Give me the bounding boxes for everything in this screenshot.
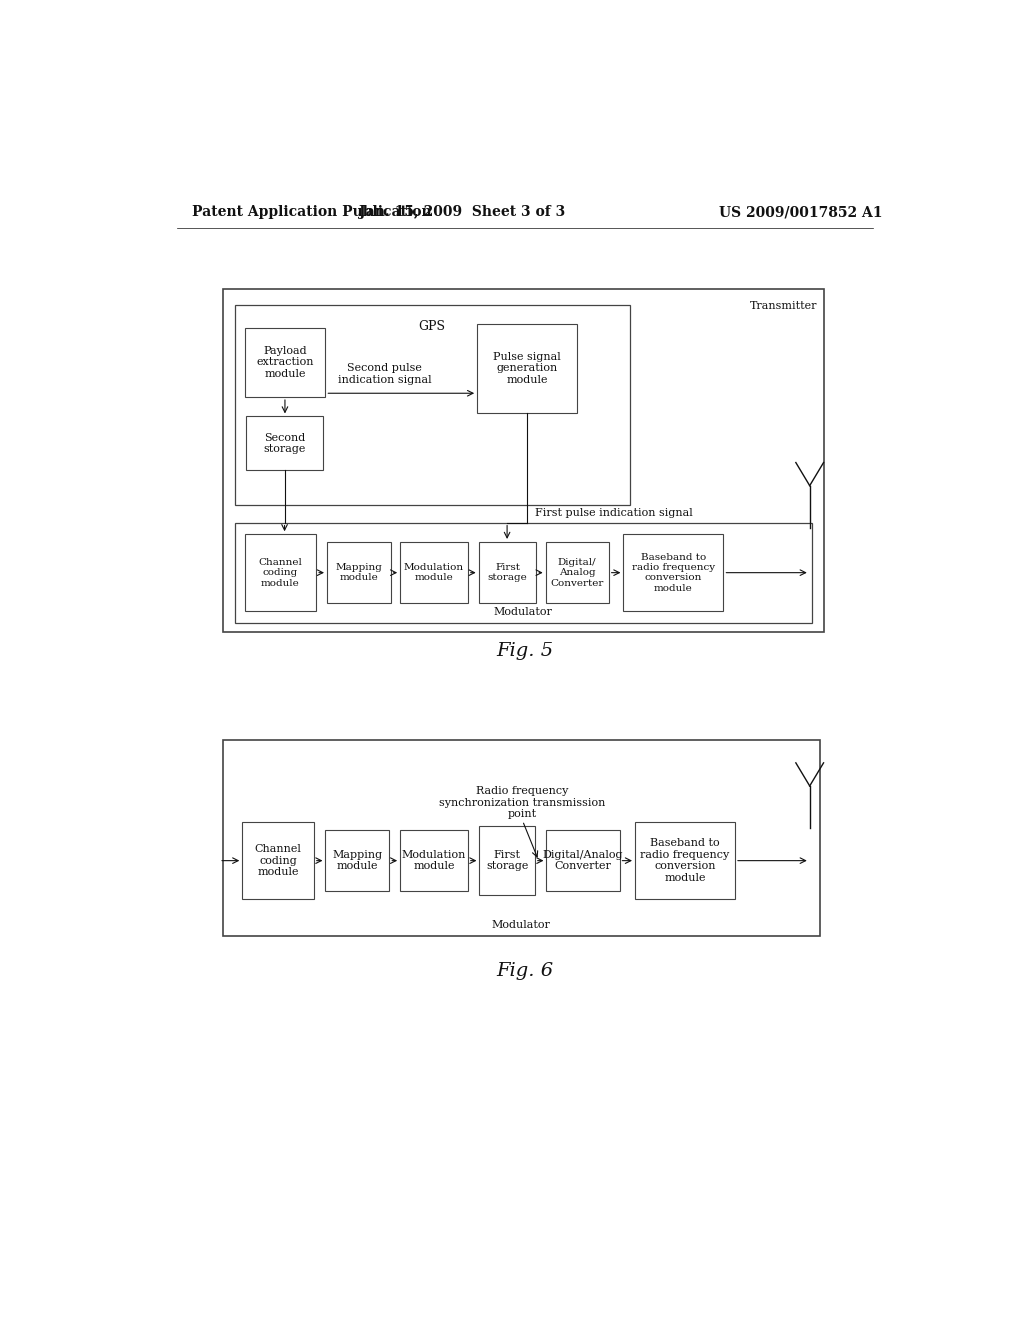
- Text: First pulse indication signal: First pulse indication signal: [535, 508, 692, 519]
- Bar: [223, 739, 819, 936]
- Text: Jan. 15, 2009  Sheet 3 of 3: Jan. 15, 2009 Sheet 3 of 3: [358, 206, 565, 219]
- Text: Modulation
module: Modulation module: [403, 562, 464, 582]
- Text: Digital/Analog
Converter: Digital/Analog Converter: [543, 850, 624, 871]
- Text: Second pulse
indication signal: Second pulse indication signal: [338, 363, 431, 385]
- Text: Second
storage: Second storage: [263, 433, 306, 454]
- Bar: [327, 541, 391, 603]
- Text: Fig. 5: Fig. 5: [497, 643, 553, 660]
- Text: Channel
coding
module: Channel coding module: [255, 843, 301, 878]
- Bar: [477, 323, 578, 412]
- Bar: [635, 822, 735, 899]
- Bar: [234, 305, 630, 506]
- Text: First
storage: First storage: [486, 850, 528, 871]
- Bar: [479, 826, 535, 895]
- Text: Mapping
module: Mapping module: [332, 850, 382, 871]
- Text: Channel
coding
module: Channel coding module: [258, 558, 302, 587]
- Text: Mapping
module: Mapping module: [336, 562, 382, 582]
- Text: Transmitter: Transmitter: [750, 301, 817, 310]
- Bar: [243, 822, 313, 899]
- Text: Modulation
module: Modulation module: [401, 850, 466, 871]
- Bar: [400, 830, 468, 891]
- Text: Patent Application Publication: Patent Application Publication: [193, 206, 432, 219]
- Bar: [223, 289, 823, 632]
- Bar: [326, 830, 389, 891]
- Text: Digital/
Analog
Converter: Digital/ Analog Converter: [551, 558, 604, 587]
- Text: US 2009/0017852 A1: US 2009/0017852 A1: [719, 206, 883, 219]
- Bar: [245, 535, 316, 611]
- Text: Modulator: Modulator: [492, 920, 551, 929]
- Bar: [234, 523, 812, 623]
- Bar: [478, 541, 537, 603]
- Bar: [547, 830, 620, 891]
- Text: Payload
extraction
module: Payload extraction module: [256, 346, 313, 379]
- Text: Fig. 6: Fig. 6: [497, 962, 553, 979]
- Text: First
storage: First storage: [487, 562, 527, 582]
- Text: Radio frequency
synchronization transmission
point: Radio frequency synchronization transmis…: [439, 785, 605, 820]
- Bar: [246, 416, 323, 470]
- Text: Pulse signal
generation
module: Pulse signal generation module: [494, 351, 561, 385]
- Bar: [546, 541, 608, 603]
- Text: Baseband to
radio frequency
conversion
module: Baseband to radio frequency conversion m…: [632, 553, 715, 593]
- Bar: [624, 535, 724, 611]
- Text: Baseband to
radio frequency
conversion
module: Baseband to radio frequency conversion m…: [640, 838, 729, 883]
- Bar: [400, 541, 468, 603]
- Text: Modulator: Modulator: [494, 607, 553, 616]
- Text: GPS: GPS: [419, 321, 445, 333]
- Bar: [245, 327, 326, 397]
